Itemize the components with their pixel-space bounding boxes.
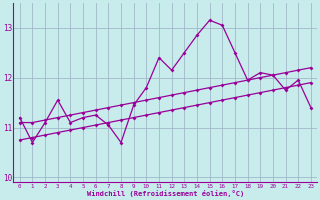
X-axis label: Windchill (Refroidissement éolien,°C): Windchill (Refroidissement éolien,°C) [87, 190, 244, 197]
